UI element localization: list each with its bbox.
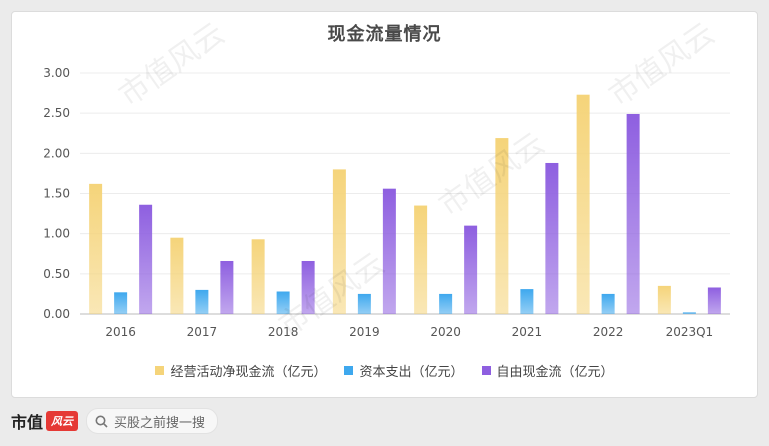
search-icon — [95, 415, 108, 428]
bar — [276, 291, 290, 314]
y-tick-label: 1.50 — [43, 187, 70, 201]
y-tick-label: 2.50 — [43, 106, 70, 120]
x-tick-label: 2020 — [430, 325, 461, 339]
x-tick-label: 2017 — [187, 325, 218, 339]
legend-item[interactable]: 经营活动净现金流（亿元） — [155, 361, 326, 380]
bar — [382, 188, 396, 314]
x-tick-label: 2019 — [349, 325, 380, 339]
bar — [576, 94, 590, 314]
bar — [195, 289, 209, 314]
bar — [601, 293, 615, 314]
footer-bar: 市值 风云 买股之前搜一搜 — [11, 405, 219, 437]
x-tick-label: 2023Q1 — [666, 325, 714, 339]
bar — [626, 113, 640, 314]
chart-legend: 经营活动净现金流（亿元） 资本支出（亿元） 自由现金流（亿元） — [0, 361, 769, 380]
x-tick-label: 2021 — [512, 325, 543, 339]
bar — [357, 293, 371, 314]
search-placeholder: 买股之前搜一搜 — [114, 415, 206, 431]
bar — [89, 183, 103, 314]
legend-swatch — [344, 366, 354, 375]
x-tick-label: 2018 — [268, 325, 299, 339]
legend-label: 资本支出（亿元） — [359, 365, 464, 380]
y-tick-label: 3.00 — [43, 66, 70, 80]
bar — [707, 287, 721, 314]
x-tick-label: 2016 — [105, 325, 136, 339]
bar — [170, 237, 184, 314]
y-tick-label: 0.00 — [43, 307, 70, 321]
bar — [520, 289, 534, 314]
y-tick-label: 1.00 — [43, 227, 70, 241]
legend-label: 经营活动净现金流（亿元） — [170, 365, 327, 380]
bar — [464, 225, 478, 314]
bar — [114, 292, 128, 314]
search-box[interactable]: 买股之前搜一搜 — [86, 408, 219, 434]
bar — [414, 205, 428, 314]
legend-label: 自由现金流（亿元） — [496, 365, 614, 380]
y-tick-label: 0.50 — [43, 267, 70, 281]
brand-badge: 风云 — [46, 411, 79, 431]
bar — [301, 260, 315, 314]
bar — [332, 169, 346, 314]
bar — [495, 138, 509, 314]
legend-item[interactable]: 自由现金流（亿元） — [481, 361, 614, 380]
brand-logo: 市值 风云 — [11, 409, 79, 433]
bar — [682, 312, 696, 314]
bar — [220, 260, 234, 314]
chart-title: 现金流量情况 — [327, 24, 442, 45]
bar — [439, 293, 453, 314]
legend-swatch — [481, 366, 491, 375]
y-tick-label: 2.00 — [43, 146, 70, 160]
brand-text: 市值 — [11, 413, 44, 432]
bar — [251, 239, 265, 314]
bar — [657, 285, 671, 314]
legend-item[interactable]: 资本支出（亿元） — [344, 361, 464, 380]
legend-swatch — [155, 366, 165, 375]
x-tick-label: 2022 — [593, 325, 624, 339]
bar — [545, 162, 559, 314]
bar — [139, 204, 153, 314]
